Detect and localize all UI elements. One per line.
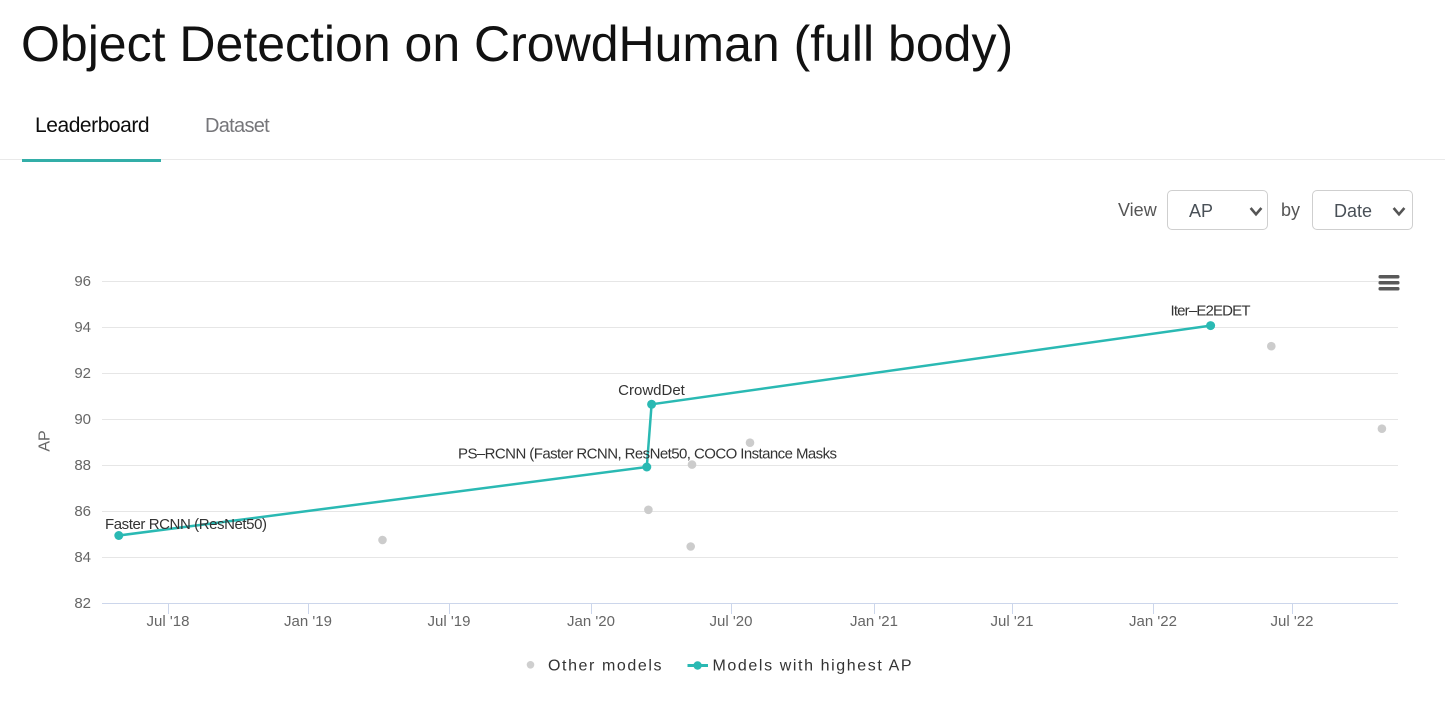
svg-text:Jul '18: Jul '18 bbox=[147, 613, 190, 630]
svg-text:Faster RCNN (ResNet50): Faster RCNN (ResNet50) bbox=[105, 516, 267, 533]
svg-text:CrowdDet: CrowdDet bbox=[618, 382, 686, 399]
svg-text:94: 94 bbox=[74, 319, 91, 336]
svg-text:Jul '20: Jul '20 bbox=[710, 613, 753, 630]
svg-text:Jan '22: Jan '22 bbox=[1129, 613, 1177, 630]
svg-text:Jan '20: Jan '20 bbox=[567, 613, 615, 630]
svg-text:Jan '19: Jan '19 bbox=[284, 613, 332, 630]
svg-text:Iter–E2EDET: Iter–E2EDET bbox=[1171, 303, 1251, 320]
svg-text:Jan '21: Jan '21 bbox=[850, 613, 898, 630]
svg-text:84: 84 bbox=[74, 549, 91, 566]
svg-text:88: 88 bbox=[74, 457, 91, 474]
svg-text:Jul '22: Jul '22 bbox=[1271, 613, 1314, 630]
svg-text:PS–RCNN (Faster RCNN, ResNet50: PS–RCNN (Faster RCNN, ResNet50, COCO Ins… bbox=[458, 446, 837, 463]
svg-text:82: 82 bbox=[74, 595, 91, 612]
svg-text:96: 96 bbox=[74, 273, 91, 290]
svg-text:Other models: Other models bbox=[548, 658, 662, 675]
svg-text:86: 86 bbox=[74, 503, 91, 520]
svg-text:90: 90 bbox=[74, 411, 91, 428]
svg-text:Jul '21: Jul '21 bbox=[991, 613, 1034, 630]
svg-text:Models with highest AP: Models with highest AP bbox=[713, 658, 912, 675]
svg-text:Jul '19: Jul '19 bbox=[428, 613, 471, 630]
svg-text:AP: AP bbox=[37, 430, 54, 451]
svg-text:92: 92 bbox=[74, 365, 91, 382]
